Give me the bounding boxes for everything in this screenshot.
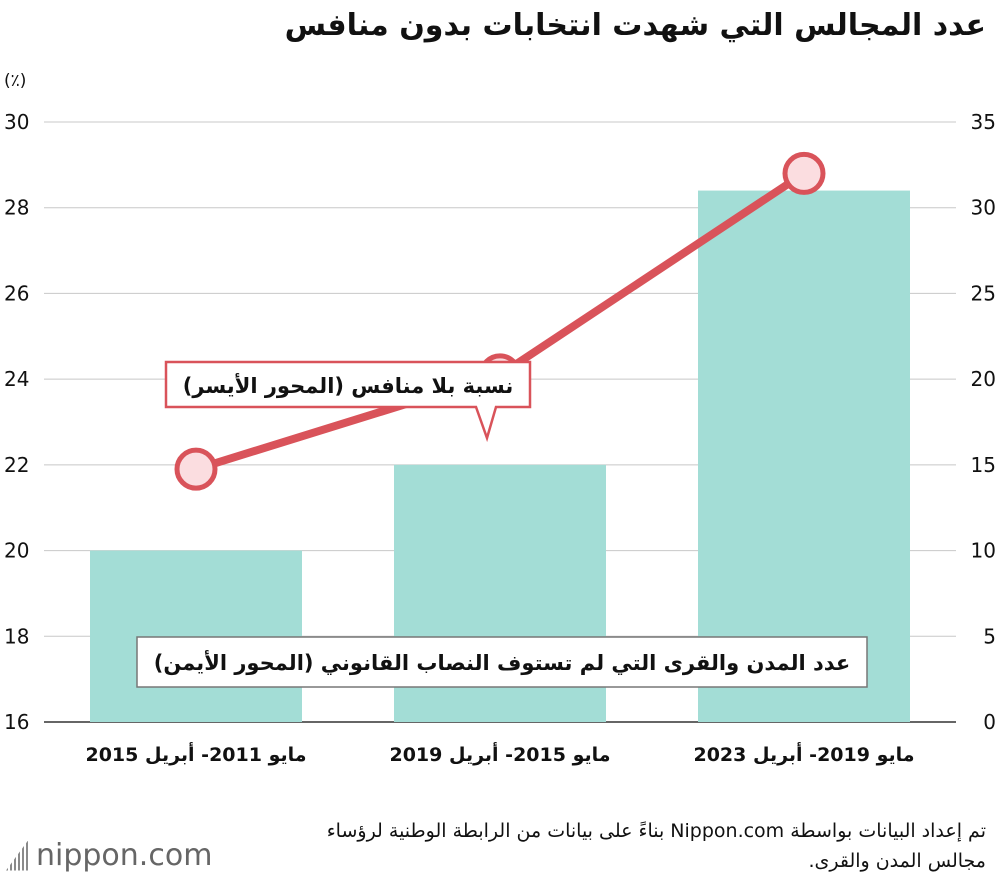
- chart: 16 18 20 22 24 26 28 30 0 5 10 15 20 25 30 35 (٪) مايو 20…: [4, 71, 996, 766]
- logo-text: nippon.com: [36, 838, 213, 873]
- y-left-tick-label: 26: [4, 281, 29, 305]
- y-right-tick-label: 0: [983, 710, 996, 734]
- legend-bar-label: عدد المدن والقرى التي لم تستوف النصاب ال…: [154, 649, 851, 675]
- x-tick-label: مايو 2019- أبريل 2023: [693, 742, 914, 766]
- nippon-logo: nippon.com: [6, 838, 212, 873]
- y-left-tick-label: 30: [4, 110, 29, 134]
- y-right-tick-label: 20: [971, 367, 996, 391]
- bar: [698, 190, 910, 723]
- y-right-tick-label: 35: [971, 110, 996, 134]
- y-left-unit: (٪): [4, 71, 26, 91]
- y-left-tick-label: 28: [4, 196, 29, 220]
- y-left-tick-label: 16: [4, 710, 29, 734]
- y-right-tick-label: 15: [971, 453, 996, 477]
- x-tick-label: مايو 2011- أبريل 2015: [85, 742, 306, 766]
- line-point: [174, 447, 218, 491]
- y-left-tick-label: 22: [4, 453, 29, 477]
- legend-line-label: نسبة بلا منافس (المحور الأيسر): [183, 372, 513, 398]
- logo-mark-icon: [6, 840, 28, 871]
- y-right-tick-label: 25: [971, 281, 996, 305]
- chart-title: عدد المجالس التي شهدت انتخابات بدون مناف…: [284, 8, 986, 43]
- y-right-tick-label: 10: [971, 539, 996, 563]
- y-left-tick-label: 20: [4, 539, 29, 563]
- legend-box-bar: [136, 636, 868, 688]
- y-left-tick-label: 24: [4, 367, 29, 391]
- y-right-tick-label: 5: [983, 624, 996, 648]
- y-right-tick-label: 30: [971, 196, 996, 220]
- x-tick-label: مايو 2015- أبريل 2019: [389, 742, 610, 766]
- y-left-tick-label: 18: [4, 624, 29, 648]
- legend-callout-line: [164, 360, 532, 443]
- line-point: [782, 151, 826, 195]
- source-note: تم إعداد البيانات بواسطة Nippon.com بناء…: [326, 820, 986, 872]
